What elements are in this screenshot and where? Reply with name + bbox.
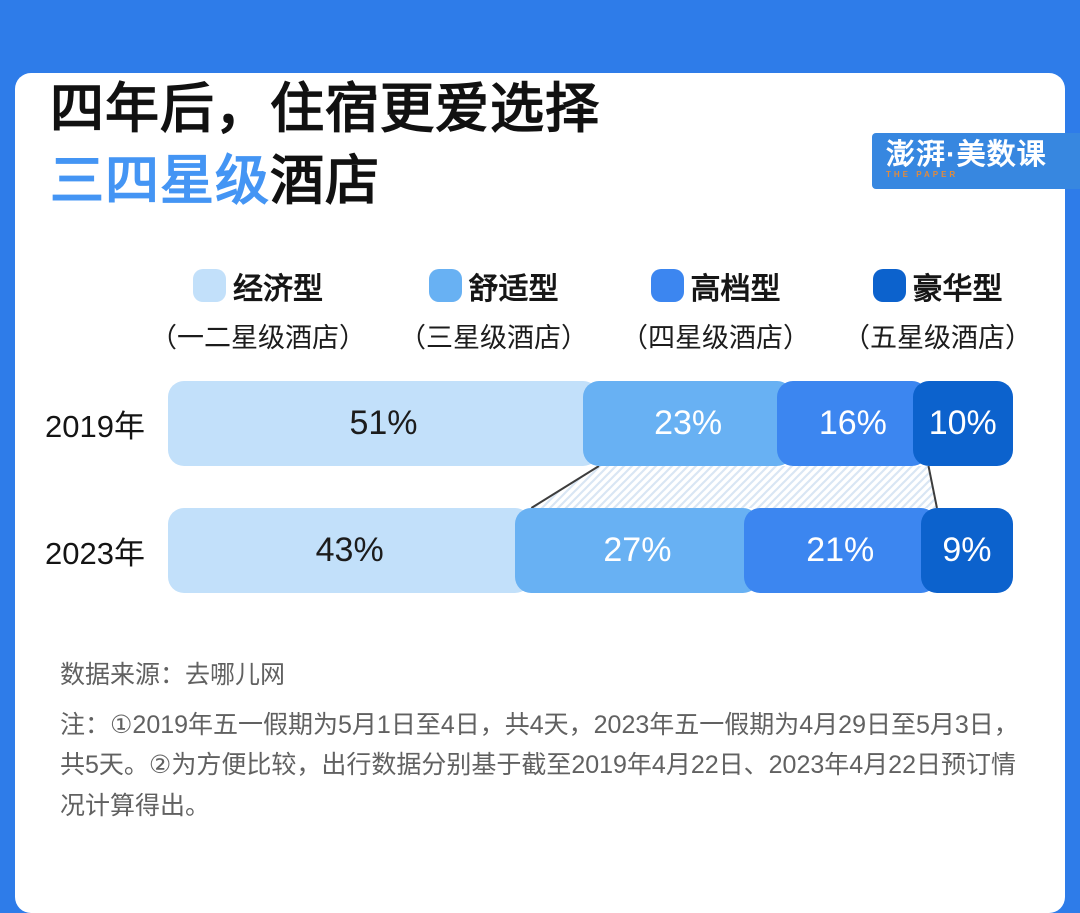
legend-entry: 舒适型 [428,264,559,308]
legend: 经济型 （一二星级酒店） 舒适型 （三星级酒店） 高档型 （四星级酒店） 豪华型 （五星级酒店… [150,264,1032,355]
segment-value-label: 51% [349,403,418,442]
connector-svg [530,465,938,508]
bar-segment: 16% [777,380,929,466]
bar-segment: 21% [743,507,937,593]
bar-segment: 27% [515,507,760,593]
legend-label: 经济型 [233,272,323,306]
title-line-1: 四年后，住宿更爱选择 [50,79,600,139]
bar-segment: 23% [582,380,794,466]
bar-track: 43% 27% 21% 9% [168,507,1013,593]
legend-item: 经济型 （一二星级酒店） [150,264,366,355]
bar-row: 2023年 43% 27% 21% 9% [15,507,1065,593]
legend-entry: 豪华型 [872,264,1003,308]
legend-item: 高档型 （四星级酒店） [621,264,810,355]
bar-segment: 9% [920,507,1013,593]
segment-value-label: 21% [806,530,875,569]
segment-value-label: 43% [315,530,384,569]
legend-entry: 经济型 [193,264,323,308]
legend-swatch [428,269,462,303]
bar-track: 51% 23% 16% 10% [168,380,1013,466]
segment-value-label: 9% [942,530,992,569]
legend-entry: 高档型 [650,264,781,308]
page-title: 四年后，住宿更爱选择 三四星级酒店 [50,73,1065,218]
publisher-logo: 澎湃·美数课 THE PAPER [872,133,1080,189]
footer: 数据来源：去哪儿网 注：①2019年五一假期为5月1日至4日，共4天，2023年… [60,655,1020,827]
highlight-band [15,465,1065,508]
segment-value-label: 23% [654,403,723,442]
legend-label: 豪华型 [912,272,1003,306]
bar-segment: 10% [912,380,1013,466]
legend-sublabel: （四星级酒店） [621,322,810,353]
legend-swatch [193,269,226,303]
footnote: 注：①2019年五一假期为5月1日至4日，共4天，2023年五一假期为4月29日… [60,710,1019,820]
bar-segment: 51% [168,380,599,466]
legend-label: 高档型 [690,272,781,306]
title-highlight: 三四星级 [50,151,270,212]
legend-item: 舒适型 （三星级酒店） [399,264,588,355]
bar-row-label: 2023年 [45,535,145,571]
title-line-2: 三四星级酒店 [50,145,1065,217]
bar-row: 2019年 51% 23% 16% 10% [15,380,1065,466]
legend-label: 舒适型 [468,272,559,306]
legend-sublabel: （五星级酒店） [843,322,1032,353]
legend-swatch [650,269,684,303]
data-source: 数据来源：去哪儿网 [60,660,286,689]
segment-value-label: 16% [818,403,887,442]
legend-swatch [872,269,906,303]
publisher-logo-text: 澎湃·美数课 [886,139,1047,171]
legend-sublabel: （一二星级酒店） [150,322,366,353]
stacked-bar-chart: 2019年 51% 23% 16% 10% 2023年 43% 27% 21% 9% [15,380,1065,593]
publisher-logo-subtext: THE PAPER [886,170,959,180]
poster-frame: 澎湃·美数课 THE PAPER 四年后，住宿更爱选择 三四星级酒店 经济型 （一… [15,73,1080,913]
bar-row-label: 2019年 [45,408,145,444]
segment-value-label: 10% [928,403,997,442]
legend-item: 豪华型 （五星级酒店） [843,264,1032,355]
bar-segment: 43% [168,507,532,593]
infographic-card: 澎湃·美数课 THE PAPER 四年后，住宿更爱选择 三四星级酒店 经济型 （一… [15,73,1080,913]
title-line-2-rest: 酒店 [270,151,380,212]
legend-sublabel: （三星级酒店） [399,322,588,353]
segment-value-label: 27% [603,530,672,569]
